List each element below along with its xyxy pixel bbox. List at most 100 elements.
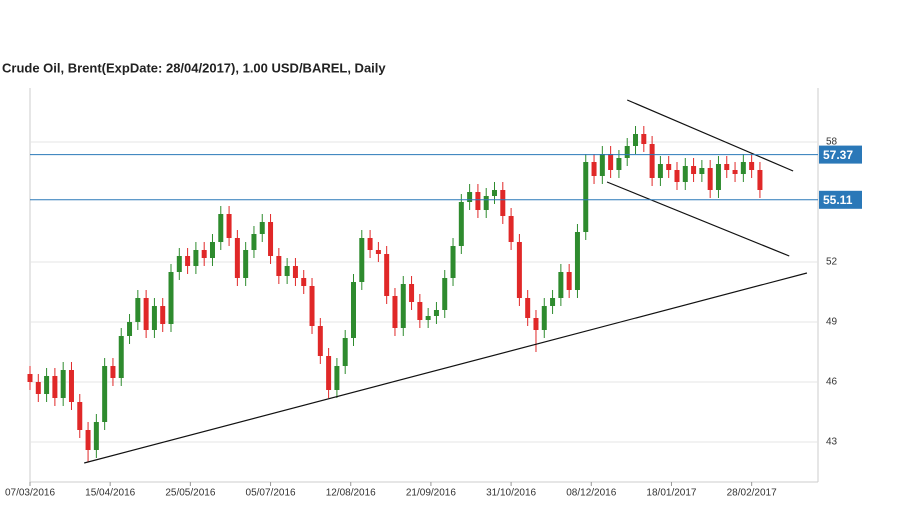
candle-body	[176, 256, 182, 272]
trend-line	[606, 181, 790, 257]
candle-body	[226, 214, 232, 238]
candle-body	[384, 254, 390, 296]
candle-body	[143, 298, 149, 330]
candle-body	[209, 242, 215, 258]
candle-body	[201, 250, 207, 258]
candle-body	[234, 238, 240, 278]
candle-body	[492, 190, 498, 196]
candle-body	[666, 164, 672, 170]
level-label-box	[819, 145, 862, 164]
candle-body	[342, 338, 348, 366]
candle-body	[251, 234, 257, 250]
level-label: 57.37	[823, 148, 853, 162]
candle-body	[301, 278, 307, 286]
candle-body	[649, 144, 655, 178]
candle-body	[442, 278, 448, 310]
x-tick-label: 21/09/2016	[406, 488, 456, 499]
candle-body	[475, 192, 481, 210]
candle-body	[674, 170, 680, 182]
candle-body	[35, 382, 41, 394]
x-tick-label: 28/02/2017	[727, 488, 777, 499]
candle-body	[682, 166, 688, 182]
candle-body	[135, 298, 141, 322]
candle-body	[458, 202, 464, 246]
candle-body	[292, 266, 298, 278]
candle-body	[350, 282, 356, 338]
candle-body	[185, 256, 191, 266]
candle-body	[168, 272, 174, 324]
candle-body	[52, 376, 58, 398]
candle-body	[574, 232, 580, 290]
x-tick-label: 18/01/2017	[646, 488, 696, 499]
candle-body	[525, 298, 531, 318]
x-tick-label: 25/05/2016	[165, 488, 215, 499]
candle-body	[550, 298, 556, 306]
candle-body	[599, 154, 605, 176]
candle-body	[608, 154, 614, 170]
candle-body	[533, 318, 539, 330]
candle-body	[151, 306, 157, 330]
x-tick-label: 15/04/2016	[85, 488, 135, 499]
candle-body	[757, 170, 763, 190]
level-label: 55.11	[823, 193, 853, 207]
candle-body	[102, 366, 108, 422]
candle-body	[732, 170, 738, 174]
candle-body	[243, 250, 249, 278]
candle-body	[409, 284, 415, 302]
candle-body	[268, 222, 274, 256]
candle-body	[500, 190, 506, 216]
candle-body	[715, 164, 721, 190]
candle-body	[483, 196, 489, 210]
candle-body	[326, 356, 332, 390]
candle-body	[127, 322, 133, 336]
candle-body	[657, 164, 663, 178]
candle-body	[450, 246, 456, 278]
candle-body	[85, 430, 91, 450]
candle-body	[624, 146, 630, 158]
y-tick-label: 46	[826, 377, 838, 388]
y-tick-label: 52	[826, 257, 838, 268]
x-tick-label: 05/07/2016	[246, 488, 296, 499]
trend-line	[626, 99, 794, 172]
candle-body	[60, 370, 66, 398]
y-tick-label: 43	[826, 437, 838, 448]
candle-body	[749, 162, 755, 170]
candle-body	[193, 250, 199, 266]
candle-body	[77, 402, 83, 430]
candle-body	[558, 272, 564, 298]
x-tick-label: 07/03/2016	[5, 488, 55, 499]
candle-body	[392, 296, 398, 328]
candle-body	[691, 166, 697, 174]
candle-body	[425, 316, 431, 320]
candle-body	[616, 158, 622, 170]
candle-body	[44, 376, 50, 394]
chart-title: Crude Oil, Brent(ExpDate: 28/04/2017), 1…	[2, 60, 386, 75]
candle-body	[218, 214, 224, 242]
candle-body	[740, 162, 746, 174]
candle-body	[433, 310, 439, 316]
candle-body	[367, 238, 373, 250]
candle-body	[276, 256, 282, 276]
candle-body	[284, 266, 290, 276]
candle-body	[633, 134, 639, 146]
x-tick-label: 12/08/2016	[326, 488, 376, 499]
candle-body	[118, 336, 124, 378]
y-tick-label: 49	[826, 317, 838, 328]
candle-body	[566, 272, 572, 290]
candle-body	[641, 134, 647, 144]
candle-body	[400, 284, 406, 328]
candle-body	[110, 366, 116, 378]
candle-body	[516, 242, 522, 298]
candle-body	[591, 162, 597, 176]
candle-body	[160, 306, 166, 324]
candle-body	[359, 238, 365, 282]
candle-body	[27, 374, 33, 382]
candle-body	[583, 162, 589, 232]
candle-body	[259, 222, 265, 234]
candle-body	[375, 250, 381, 254]
x-tick-label: 08/12/2016	[566, 488, 616, 499]
candle-body	[467, 192, 473, 202]
level-label-box	[819, 190, 862, 209]
candle-body	[317, 326, 323, 356]
